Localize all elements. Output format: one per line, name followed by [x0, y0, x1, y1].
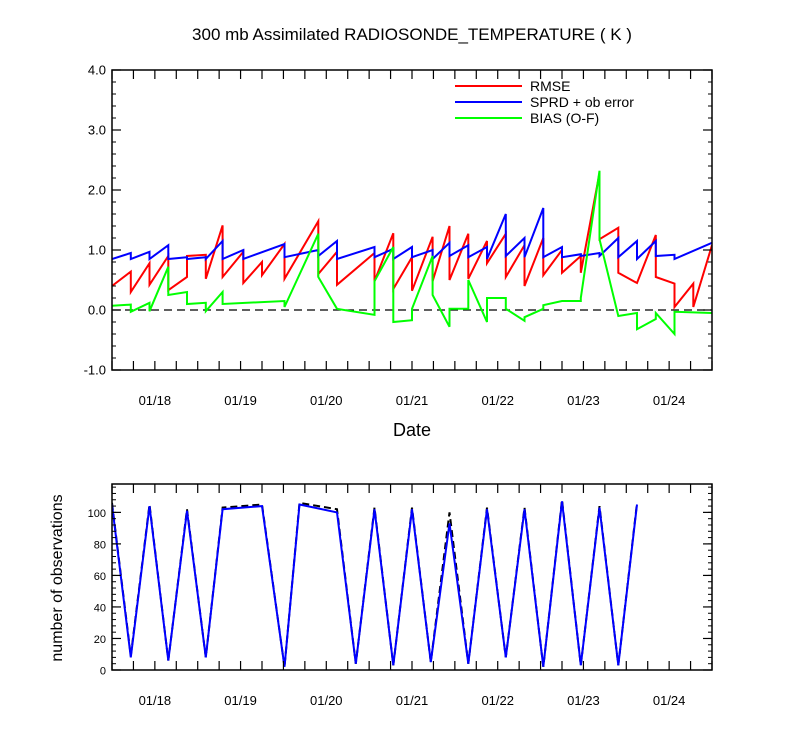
series-line-used [112, 501, 638, 667]
series-line-bias-o-f [112, 170, 712, 337]
x-tick-label: 01/21 [396, 693, 429, 708]
x-tick-label: 01/18 [139, 693, 172, 708]
x-tick-label: 01/21 [396, 393, 429, 408]
y-tick-label: 0.0 [88, 303, 106, 318]
chart-title: 300 mb Assimilated RADIOSONDE_TEMPERATUR… [192, 25, 632, 44]
x-tick-label: 01/23 [567, 393, 600, 408]
y-tick-label: 100 [88, 508, 106, 520]
y-tick-label: 1.0 [88, 243, 106, 258]
y-tick-label: 40 [94, 602, 106, 614]
series-line-sprd-ob-error [112, 207, 712, 262]
y-axis-label-observations: number of observations [49, 494, 66, 661]
plot-frame [111, 69, 713, 371]
legend-label: BIAS (O-F) [530, 110, 599, 126]
legend-label: SPRD + ob error [530, 94, 634, 110]
y-tick-label: -1.0 [84, 363, 106, 378]
x-tick-label: 01/24 [653, 393, 686, 408]
x-tick-label: 01/19 [224, 693, 257, 708]
x-tick-label: 01/22 [481, 693, 514, 708]
x-tick-label: 01/20 [310, 393, 343, 408]
y-tick-label: 4.0 [88, 63, 106, 78]
x-tick-label: 01/24 [653, 693, 686, 708]
y-tick-label: 2.0 [88, 183, 106, 198]
y-tick-label: 60 [94, 571, 106, 583]
y-tick-label: 20 [94, 634, 106, 646]
series-line-possible [112, 499, 638, 667]
x-tick-label: 01/23 [567, 693, 600, 708]
x-tick-label: 01/18 [139, 393, 172, 408]
series-line-rmse [112, 173, 712, 310]
y-tick-label: 3.0 [88, 123, 106, 138]
legend-label: RMSE [530, 78, 570, 94]
y-tick-label: 80 [94, 539, 106, 551]
x-tick-label: 01/22 [481, 393, 514, 408]
x-tick-label: 01/20 [310, 693, 343, 708]
x-axis-label: Date [393, 420, 431, 440]
x-tick-label: 01/19 [224, 393, 257, 408]
y-tick-label: 0 [100, 666, 106, 678]
